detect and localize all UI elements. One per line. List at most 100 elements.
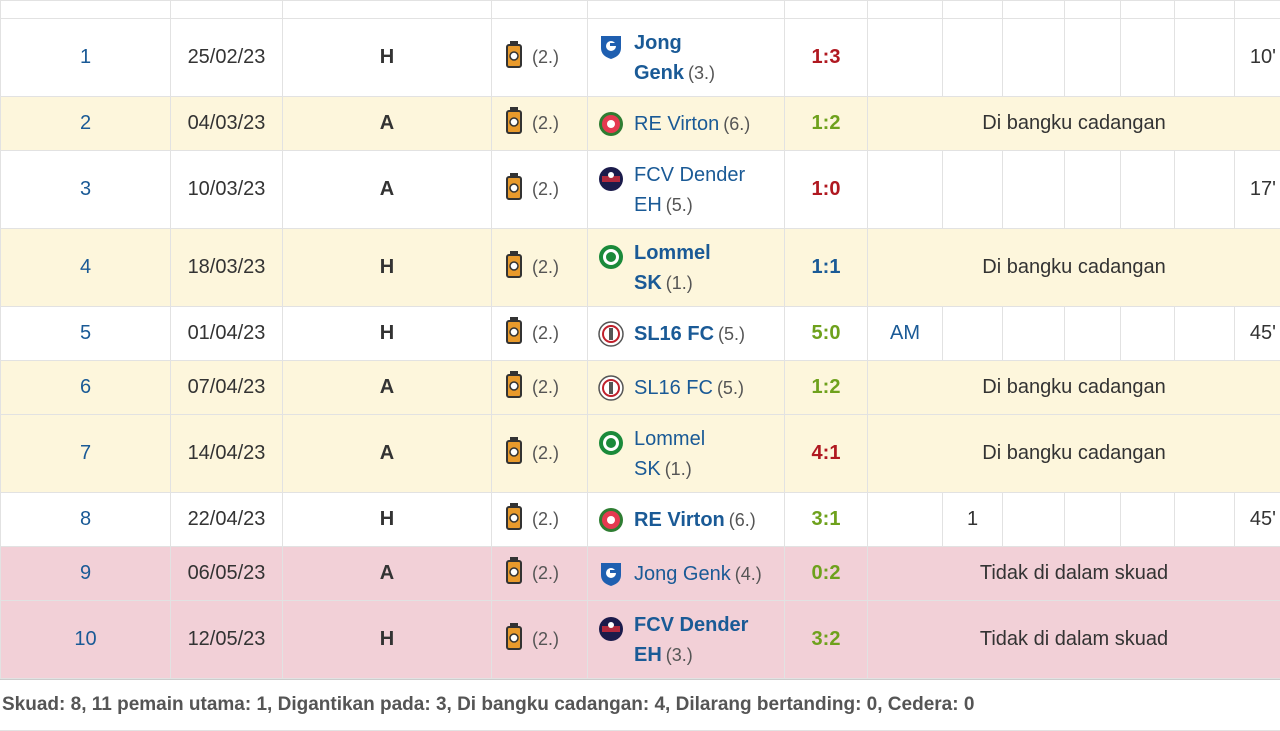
match-number: 8 [1, 493, 171, 547]
opponent-cell[interactable]: RE Virton(6.) [588, 493, 785, 547]
opponent-cell[interactable]: Jong Genk(4.) [588, 547, 785, 601]
status-info: Tidak di dalam skuad [868, 601, 1280, 679]
team-cell[interactable]: (2.) [492, 19, 588, 97]
opponent-cell[interactable]: FCV Dender EH(5.) [588, 151, 785, 229]
virton-crest-icon[interactable] [598, 111, 624, 137]
team-cell[interactable]: (2.) [492, 229, 588, 307]
team-crest-icon[interactable] [504, 173, 524, 207]
team-cell[interactable]: (2.) [492, 493, 588, 547]
stat-cell [1065, 493, 1121, 547]
match-date: 14/04/23 [171, 415, 283, 493]
opponent-name-line2[interactable]: SK [634, 458, 661, 480]
team-cell[interactable]: (2.) [492, 547, 588, 601]
match-result[interactable]: 1:3 [785, 19, 868, 97]
opponent-name-line2[interactable]: SK [634, 272, 662, 294]
match-date: 06/05/23 [171, 547, 283, 601]
position: AM [868, 307, 943, 361]
sl16-crest-icon[interactable] [598, 321, 624, 347]
team-cell[interactable]: (2.) [492, 361, 588, 415]
venue: A [283, 151, 492, 229]
team-rank: (2.) [532, 563, 559, 584]
match-number: 4 [1, 229, 171, 307]
team-crest-icon[interactable] [504, 623, 524, 657]
match-result[interactable]: 4:1 [785, 415, 868, 493]
team-crest-icon[interactable] [504, 251, 524, 285]
minutes-played: 45' [1235, 307, 1280, 361]
team-cell[interactable]: (2.) [492, 97, 588, 151]
venue: A [283, 547, 492, 601]
match-result[interactable]: 1:1 [785, 229, 868, 307]
opponent-name-line1[interactable]: FCV Dender [634, 164, 745, 186]
venue: A [283, 97, 492, 151]
status-info: Di bangku cadangan [868, 97, 1280, 151]
virton-crest-icon[interactable] [598, 507, 624, 533]
team-crest-icon[interactable] [504, 503, 524, 537]
sl16-crest-icon[interactable] [598, 375, 624, 401]
dender-crest-icon[interactable] [598, 600, 624, 642]
stat-cell [1065, 307, 1121, 361]
team-rank: (2.) [532, 323, 559, 344]
match-number: 2 [1, 97, 171, 151]
match-result[interactable]: 3:1 [785, 493, 868, 547]
match-result[interactable]: 1:0 [785, 151, 868, 229]
lommel-crest-icon[interactable] [598, 414, 624, 456]
venue: H [283, 601, 492, 679]
match-date: 10/03/23 [171, 151, 283, 229]
opponent-cell[interactable]: SL16 FC(5.) [588, 307, 785, 361]
lommel-crest-icon[interactable] [598, 228, 624, 270]
stat-cell [1065, 19, 1121, 97]
opponent-name-line1[interactable]: Lommel [634, 428, 705, 450]
opponent-name-line1[interactable]: Jong [634, 32, 682, 54]
team-crest-icon[interactable] [504, 371, 524, 405]
opponent-name[interactable]: RE Virton [634, 113, 719, 135]
match-result[interactable]: 1:2 [785, 97, 868, 151]
team-crest-icon[interactable] [504, 107, 524, 141]
team-cell[interactable]: (2.) [492, 151, 588, 229]
match-result[interactable]: 5:0 [785, 307, 868, 361]
opponent-name-line1[interactable]: FCV Dender [634, 614, 748, 636]
opponent-name-line2[interactable]: EH [634, 644, 662, 666]
opponent-rank: (5.) [717, 378, 744, 398]
opponent-name-line2[interactable]: Genk [634, 62, 684, 84]
team-crest-icon[interactable] [504, 557, 524, 591]
match-number: 5 [1, 307, 171, 361]
opponent-cell[interactable]: RE Virton(6.) [588, 97, 785, 151]
match-result[interactable]: 1:2 [785, 361, 868, 415]
dender-crest-icon[interactable] [598, 150, 624, 192]
goals: 1 [943, 493, 1003, 547]
opponent-name[interactable]: Jong Genk [634, 563, 731, 585]
team-crest-icon[interactable] [504, 437, 524, 471]
match-result[interactable]: 0:2 [785, 547, 868, 601]
goals [943, 151, 1003, 229]
team-crest-icon[interactable] [504, 317, 524, 351]
team-rank: (2.) [532, 179, 559, 200]
opponent-cell[interactable]: SL16 FC(5.) [588, 361, 785, 415]
match-number: 10 [1, 601, 171, 679]
genk-crest-icon[interactable] [598, 18, 624, 60]
team-crest-icon[interactable] [504, 41, 524, 75]
opponent-name[interactable]: SL16 FC [634, 323, 714, 345]
match-date: 25/02/23 [171, 19, 283, 97]
opponent-rank: (5.) [666, 195, 693, 215]
team-cell[interactable]: (2.) [492, 307, 588, 361]
team-cell[interactable]: (2.) [492, 601, 588, 679]
opponent-name-line2[interactable]: EH [634, 194, 662, 216]
genk-crest-icon[interactable] [598, 561, 624, 587]
team-rank: (2.) [532, 113, 559, 134]
opponent-name[interactable]: RE Virton [634, 509, 725, 531]
team-cell[interactable]: (2.) [492, 415, 588, 493]
match-result[interactable]: 3:2 [785, 601, 868, 679]
opponent-name[interactable]: SL16 FC [634, 377, 713, 399]
opponent-name-line1[interactable]: Lommel [634, 242, 711, 264]
